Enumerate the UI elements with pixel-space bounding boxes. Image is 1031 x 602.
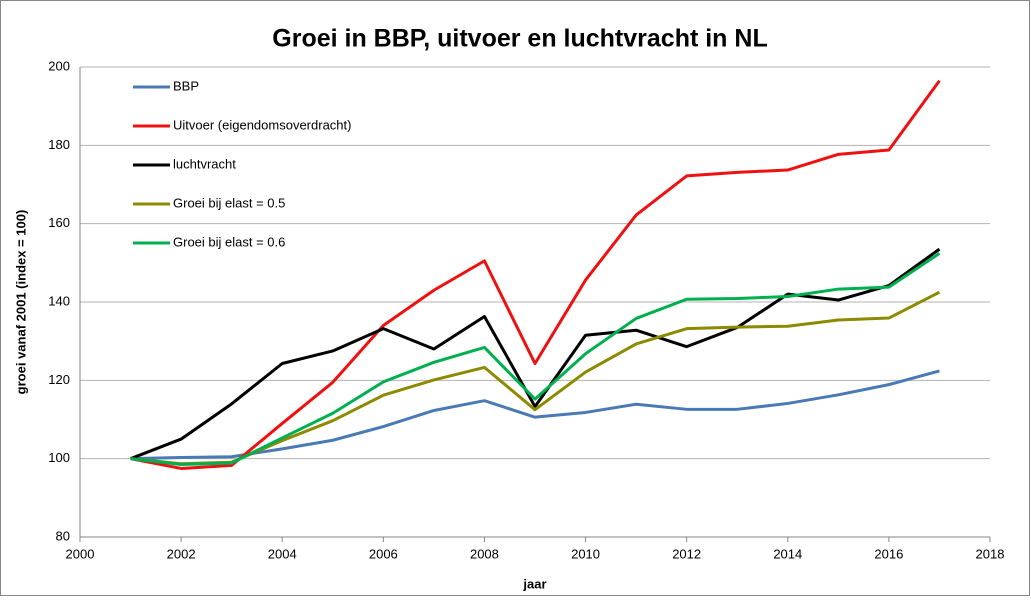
series-line — [130, 79, 941, 470]
legend-label: Groei bij elast = 0.5 — [173, 195, 285, 210]
x-tick-label: 2004 — [268, 546, 297, 561]
legend-label: Uitvoer (eigendomsoverdracht) — [173, 117, 351, 132]
x-tick-label: 2002 — [167, 546, 196, 561]
legend-label: luchtvracht — [173, 156, 236, 171]
y-tick-label: 140 — [48, 293, 70, 308]
y-axis-label: groei vanaf 2001 (index = 100) — [13, 210, 28, 395]
x-tick-label: 2014 — [773, 546, 802, 561]
x-tick-label: 2010 — [571, 546, 600, 561]
legend-label: BBP — [173, 78, 199, 93]
legend-label: Groei bij elast = 0.6 — [173, 234, 285, 249]
chart-title: Groei in BBP, uitvoer en luchtvracht in … — [272, 25, 767, 53]
series-line — [130, 369, 940, 461]
x-tick-label: 2012 — [672, 546, 701, 561]
y-tick-label: 100 — [48, 450, 70, 465]
x-tick-label: 2016 — [874, 546, 903, 561]
x-tick-label: 2018 — [976, 546, 1005, 561]
y-tick-label: 160 — [48, 215, 70, 230]
x-tick-label: 2008 — [470, 546, 499, 561]
y-tick-label: 120 — [48, 372, 70, 387]
y-tick-label: 80 — [56, 528, 70, 543]
series-line — [130, 247, 941, 461]
x-tick-label: 2006 — [369, 546, 398, 561]
y-tick-label: 180 — [48, 137, 70, 152]
x-tick-label: 2000 — [66, 546, 95, 561]
series-line — [130, 252, 941, 467]
x-axis-label: jaar — [522, 576, 546, 591]
y-tick-label: 200 — [48, 58, 70, 73]
